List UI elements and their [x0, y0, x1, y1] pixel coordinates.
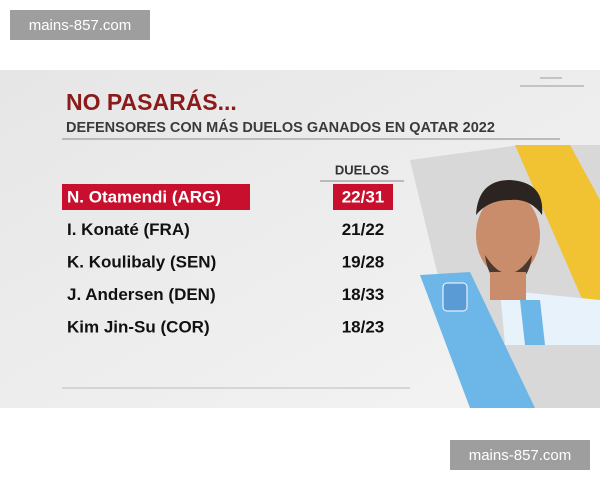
rows: N. Otamendi (ARG) 22/31 I. Konaté (FRA) 21/…	[62, 184, 393, 336]
watermark-box	[450, 440, 590, 470]
player-photo	[410, 145, 600, 408]
player-name: Kim Jin-Su (COR)	[67, 317, 210, 336]
player-name: K. Koulibaly (SEN)	[67, 252, 216, 271]
watermark: mains-857.com	[469, 447, 572, 464]
watermark: mains-857.com	[29, 17, 132, 34]
highlight-name	[62, 184, 250, 210]
highlight-value	[333, 184, 393, 210]
player-name: N. Otamendi (ARG)	[67, 187, 221, 206]
subtitle: DEFENSORES CON MÁS DUELOS GANADOS EN QAT…	[66, 119, 495, 136]
player-name: I. Konaté (FRA)	[67, 220, 190, 239]
duels-value: 22/31	[342, 187, 385, 206]
duels-value: 21/22	[342, 220, 385, 239]
player-name: J. Andersen (DEN)	[67, 285, 216, 304]
watermark-box	[10, 10, 150, 40]
title: NO PASARÁS...	[66, 88, 237, 115]
duels-value: 18/23	[342, 317, 385, 336]
column-header: DUELOS	[335, 162, 390, 177]
duels-value: 19/28	[342, 252, 385, 271]
duels-value: 18/33	[342, 285, 385, 304]
